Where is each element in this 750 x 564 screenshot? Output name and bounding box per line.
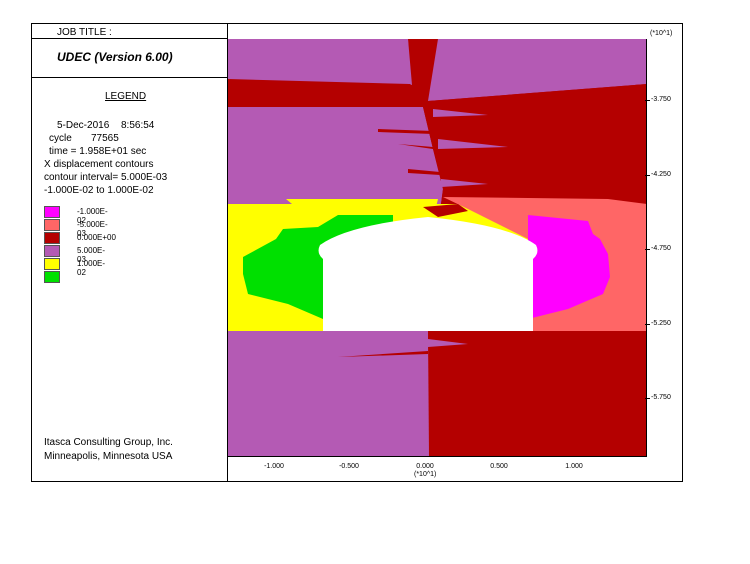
- x-tick-label: -1.000: [264, 463, 284, 470]
- program-divider: [31, 77, 228, 78]
- legend-cycle-value: 77565: [91, 133, 119, 144]
- legend-interval: contour interval= 5.000E-03: [44, 172, 168, 183]
- top-units-label: (*10^1): [650, 30, 673, 37]
- legend-label: -5.000E-03: [77, 220, 108, 238]
- legend-label: 1.000E-02: [77, 259, 106, 277]
- x-units-label: (*10^1): [414, 471, 437, 478]
- y-tick-label: -5.750: [645, 394, 671, 401]
- y-tick-label: -4.250: [645, 171, 671, 178]
- legend-date: 5-Dec-2016: [57, 120, 110, 131]
- y-tick-label: -5.250: [645, 320, 671, 327]
- legend-swatch: [44, 258, 60, 270]
- contour-region: [428, 39, 647, 101]
- contour-region: [228, 331, 429, 456]
- legend-contour-title: X displacement contours: [44, 159, 154, 170]
- legend-swatch: [44, 271, 60, 283]
- x-tick-label: 0.500: [490, 463, 508, 470]
- legend-label: -1.000E-02: [77, 207, 108, 225]
- y-axis-line: [646, 39, 647, 456]
- legend-swatch: [44, 219, 60, 231]
- legend-label: 5.000E-03: [77, 246, 106, 264]
- legend-title: LEGEND: [105, 91, 147, 102]
- legend-swatch: [44, 245, 60, 257]
- contour-plot: [228, 39, 647, 456]
- company-name: Itasca Consulting Group, Inc.: [44, 437, 173, 448]
- legend-clock: 8:56:54: [121, 120, 155, 131]
- legend-swatch: [44, 206, 60, 218]
- job-title-line: [31, 38, 228, 39]
- legend-time: time = 1.958E+01 sec: [49, 146, 147, 157]
- x-axis-line: [228, 456, 647, 457]
- company-location: Minneapolis, Minnesota USA: [44, 451, 173, 462]
- legend-range: -1.000E-02 to 1.000E-02: [44, 185, 154, 196]
- program-name: UDEC (Version 6.00): [57, 50, 173, 64]
- y-tick-label: -4.750: [645, 245, 671, 252]
- x-tick-label: -0.500: [339, 463, 359, 470]
- panel-divider: [227, 23, 228, 482]
- x-tick-label: 1.000: [565, 463, 583, 470]
- legend-cycle-label: cycle: [49, 133, 72, 144]
- tunnel-excavation: [318, 217, 538, 331]
- plot-frame: [31, 23, 683, 482]
- job-title: JOB TITLE :: [57, 27, 112, 38]
- legend-label: 0.000E+00: [77, 233, 116, 242]
- y-tick-label: -3.750: [645, 96, 671, 103]
- x-tick-label: 0.000: [416, 463, 434, 470]
- legend-swatch: [44, 232, 60, 244]
- contour-region: [528, 215, 610, 319]
- contour-region: [228, 107, 443, 204]
